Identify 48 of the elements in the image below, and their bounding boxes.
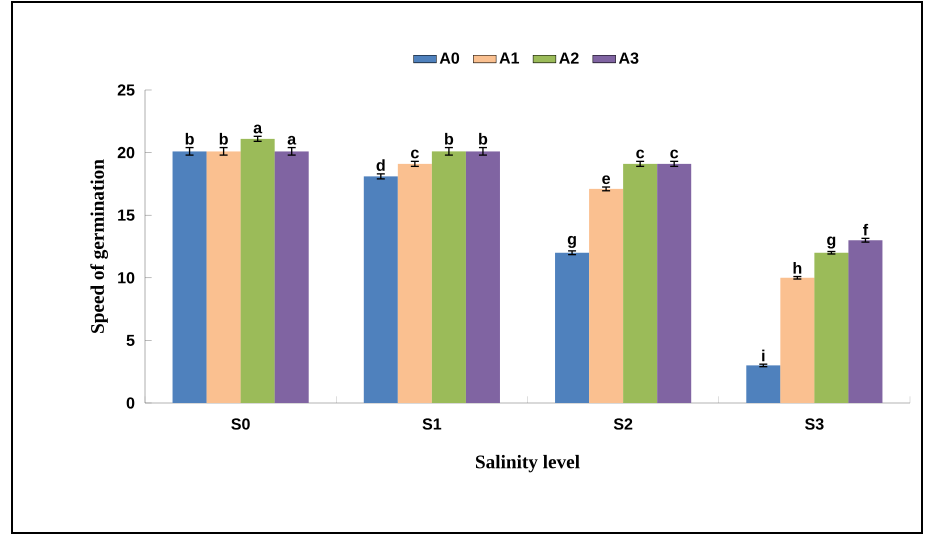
- data-label: g: [568, 236, 576, 248]
- data-label: g: [827, 236, 836, 249]
- bar: [555, 252, 590, 403]
- y-tick-label: 15: [118, 210, 135, 221]
- data-label: c: [636, 150, 644, 158]
- y-tick-label: 25: [118, 84, 135, 96]
- data-label: a: [288, 136, 296, 145]
- legend-label: A1: [499, 52, 520, 64]
- bar: [274, 151, 309, 403]
- bar: [206, 151, 241, 403]
- data-label: b: [220, 132, 228, 145]
- bar: [398, 164, 432, 403]
- bar: [172, 151, 207, 403]
- bar: [240, 138, 275, 403]
- x-tick-label: S3: [805, 418, 824, 430]
- bar: [657, 164, 692, 403]
- data-label: i: [762, 350, 764, 362]
- y-axis-title: Speed of germination: [90, 159, 108, 333]
- data-label: b: [445, 132, 454, 145]
- data-label: d: [376, 159, 385, 171]
- y-tick-label: 20: [118, 146, 134, 158]
- bar: [466, 151, 500, 403]
- y-tick-label: 5: [126, 334, 135, 346]
- data-label: b: [186, 132, 194, 145]
- y-tick-label: 0: [126, 397, 134, 409]
- legend-label: A3: [618, 52, 638, 64]
- x-tick-label: S0: [231, 418, 250, 430]
- legend-label: A2: [559, 52, 579, 64]
- bar: [364, 176, 398, 403]
- data-label: c: [670, 150, 678, 158]
- bar: [432, 151, 466, 403]
- legend-label: A0: [440, 52, 460, 64]
- bar: [848, 240, 882, 403]
- y-tick-label: 10: [118, 272, 134, 284]
- bar: [780, 278, 814, 403]
- x-tick-label: S1: [422, 418, 442, 430]
- bar: [623, 164, 658, 403]
- data-label: h: [794, 262, 802, 274]
- bar: [814, 252, 848, 403]
- x-tick-label: S2: [614, 418, 632, 430]
- data-label: b: [479, 132, 488, 145]
- bar: [589, 188, 624, 403]
- data-label: f: [863, 224, 868, 236]
- x-axis-title: Salinity level: [476, 454, 580, 472]
- data-label: c: [411, 150, 419, 158]
- data-label: e: [602, 175, 610, 184]
- bar: [746, 365, 780, 403]
- data-label: a: [254, 124, 262, 134]
